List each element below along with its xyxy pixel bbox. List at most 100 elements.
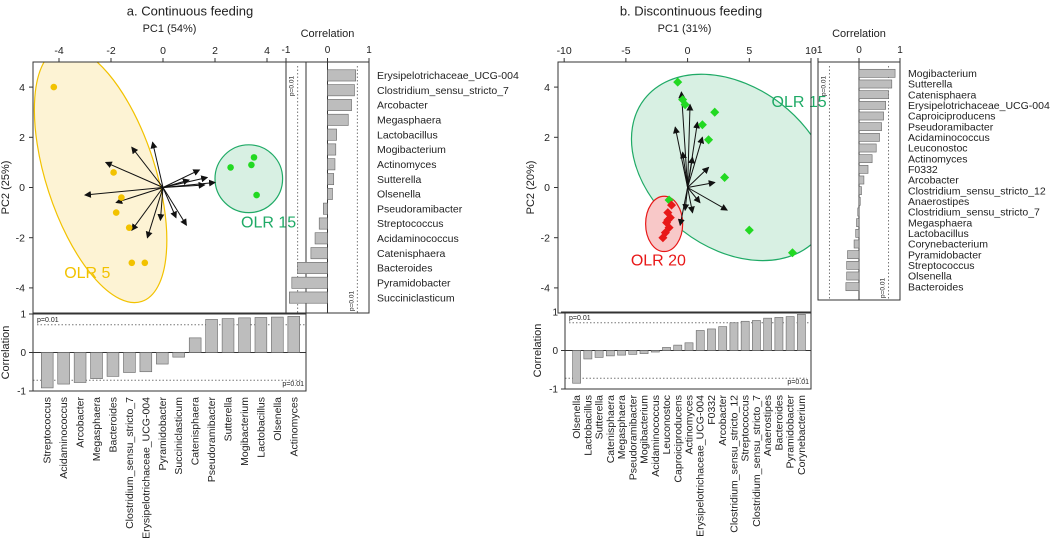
panel-discontinuous-right-bar-label: Erysipelotrichaceae_UCG-004 xyxy=(908,100,1050,112)
panel-discontinuous-bottom-bar xyxy=(797,314,806,351)
panel-discontinuous-bottom-bar xyxy=(583,350,593,360)
panel-continuous-bottom-bar-label: Pseudoramibacter xyxy=(206,397,218,483)
panel-continuous-xtick-label: -4 xyxy=(54,45,63,57)
panel-discontinuous-right-tick-label: -1 xyxy=(814,45,823,56)
panel-continuous-bottom-bar xyxy=(221,318,235,353)
panel-continuous-right-bar xyxy=(327,158,336,171)
panel-continuous-right-bar-label: Mogibacterium xyxy=(377,144,446,156)
panel-continuous-bottom-bar-label: Erysipelotrichaceae_UCG-004 xyxy=(140,397,152,539)
panel-continuous-xtick-label: 0 xyxy=(160,45,166,57)
panel-discontinuous-bottom-bar xyxy=(628,350,638,355)
panel-discontinuous-xtick-label: 10 xyxy=(805,45,817,57)
panel-continuous-bottom-bar-label: Actinomyces xyxy=(288,397,300,457)
panel-discontinuous-loading-arrow xyxy=(687,187,728,211)
panel-continuous-group: a. Continuous feeding PC1 (54%) -4 -2 0 2 4 -4 -… xyxy=(0,4,519,539)
panel-discontinuous-loading-arrow xyxy=(678,91,689,188)
panel-discontinuous-right-bar-label: Anaerostipes xyxy=(908,196,969,208)
panel-continuous-bottom-bar-label: Olsenella xyxy=(272,397,284,441)
panel-discontinuous-ytick-label: -4 xyxy=(541,283,550,295)
panel-discontinuous-right-bar-label: Catenisphaera xyxy=(908,89,976,101)
panel-discontinuous-bottom-bar-label: Anaerostipes xyxy=(762,395,774,456)
panel-discontinuous-bottom-corr-label: Correlation xyxy=(532,324,544,378)
panel-continuous-bottom-bar-label: Streptococcus xyxy=(42,397,54,464)
panel-discontinuous-right-bar xyxy=(858,164,869,174)
panel-discontinuous-right-tick-label: 1 xyxy=(897,45,903,56)
panel-discontinuous-right-bar-label: Leuconostoc xyxy=(908,143,968,155)
panel-discontinuous-bottom-bar xyxy=(752,320,761,351)
panel-discontinuous-right-bar xyxy=(858,132,880,142)
panel-continuous-bottom-bar-label: Arcobacter xyxy=(75,397,87,448)
panel-discontinuous-group-label-olr15: OLR 15 xyxy=(772,94,827,111)
panel-discontinuous-loading-arrow xyxy=(682,187,690,212)
panel-continuous-bottom-bar xyxy=(73,352,87,383)
panel-discontinuous-right-bar-label: Olsenella xyxy=(908,271,952,283)
panel-continuous-ellipse-olr15 xyxy=(214,144,284,214)
panel-discontinuous-right-bar-label: Caproiciproducens xyxy=(908,111,996,123)
panel-discontinuous-bottom-bar xyxy=(740,320,750,351)
panel-continuous-bottom-bar xyxy=(156,352,169,365)
panel-discontinuous-right-bar-label: Actinomyces xyxy=(908,153,968,165)
panel-continuous-point-olr5 xyxy=(141,259,149,267)
panel-discontinuous-bottom-bar-label: Pyramidobacter xyxy=(785,394,797,468)
panel-continuous-right-bar-label: Arcobacter xyxy=(377,100,428,112)
panel-continuous-bottom-bar-label: Lactobacillus xyxy=(255,397,267,458)
panel-discontinuous-right-bar xyxy=(846,260,860,270)
panel-continuous-loading-arrow xyxy=(84,187,164,198)
panel-discontinuous-bottom-bar-label: Megasphaera xyxy=(616,395,628,459)
panel-discontinuous-right-bar xyxy=(845,282,860,292)
panel-discontinuous-loading-arrow xyxy=(687,187,695,214)
panel-discontinuous-bottom-bar-label: Mogibacterium xyxy=(639,395,651,464)
panel-discontinuous-ytick-label: -2 xyxy=(541,232,550,244)
panel-discontinuous-bottom-bar-label: Bacteroides xyxy=(773,395,785,450)
panel-discontinuous-bottom-bar-label: Clostridium_sensu_stricto_7 xyxy=(751,395,763,527)
panel-discontinuous-group-label-olr20: OLR 20 xyxy=(631,252,686,269)
panel-continuous-point-olr5 xyxy=(118,194,125,201)
panel-discontinuous-right-bar xyxy=(858,143,877,153)
panel-continuous-group-label-olr15: OLR 15 xyxy=(241,215,296,232)
panel-continuous-right-bar xyxy=(318,217,328,230)
panel-continuous-ytick-label: -2 xyxy=(16,232,25,244)
panel-discontinuous-point-olr20 xyxy=(667,200,677,210)
panel-discontinuous-bottom-bar xyxy=(673,344,683,351)
panel-discontinuous-xtick-label: 0 xyxy=(685,45,691,57)
panel-continuous-right-tick-label: 0 xyxy=(325,45,331,56)
panel-discontinuous-ytick-label: 4 xyxy=(544,82,550,94)
panel-continuous-right-bar xyxy=(327,99,352,111)
panel-continuous-right-bar xyxy=(289,291,328,304)
panel-continuous-point-olr15 xyxy=(248,161,255,169)
panel-continuous-ytick-label: 0 xyxy=(19,182,25,194)
panel-continuous-loading-arrow xyxy=(104,161,164,188)
panel-continuous-bottom-bar xyxy=(172,352,185,358)
panel-discontinuous-bottom-bar-label: Lactobacillus xyxy=(582,395,594,456)
panel-discontinuous-right-bar-label: Pyramidobacter xyxy=(908,249,982,261)
panel-discontinuous-right-bar xyxy=(857,207,860,217)
panel-continuous-right-bar-label: Sutterella xyxy=(377,174,422,186)
panel-continuous-loading-arrow xyxy=(115,187,164,205)
panel-discontinuous-loading-arrow xyxy=(687,156,696,188)
panel-discontinuous-loading-arrow xyxy=(687,187,701,204)
panel-continuous-right-bar xyxy=(327,187,333,200)
panel-continuous-loading-arrow xyxy=(162,178,190,188)
panel-discontinuous-bottom-bar-label: Arcobacter xyxy=(717,395,729,446)
panel-continuous-right-bar xyxy=(327,143,337,156)
panel-continuous-plot-area xyxy=(33,62,284,304)
panel-continuous-xtick-label: -2 xyxy=(106,45,115,57)
panel-discontinuous-right-bar-label: Streptococcus xyxy=(908,260,975,272)
panel-continuous-right-bar xyxy=(327,128,337,141)
panel-discontinuous-right-bar-label: F0332 xyxy=(908,164,938,176)
panel-discontinuous-bottom-bar-label: Actinomyces xyxy=(684,395,696,455)
panel-discontinuous-bottom-bar xyxy=(684,342,694,351)
panel-continuous-point-olr15 xyxy=(253,191,260,199)
panel-continuous-point-olr5 xyxy=(125,224,133,231)
panel-discontinuous-point-olr15 xyxy=(744,225,754,235)
panel-discontinuous-bottom-bar xyxy=(718,326,728,351)
panel-continuous-ytick-label: 2 xyxy=(19,132,25,144)
panel-discontinuous-bottom-bar xyxy=(639,350,649,354)
panel-discontinuous-bottom-bar xyxy=(617,350,626,356)
panel-discontinuous-xtick-label: 5 xyxy=(746,45,752,57)
panel-continuous-loading-arrow xyxy=(131,146,164,188)
panel-continuous-right-bar xyxy=(327,173,335,186)
panel-continuous-right-bar xyxy=(310,247,328,260)
panel-discontinuous-ytick-label: 2 xyxy=(544,132,550,144)
